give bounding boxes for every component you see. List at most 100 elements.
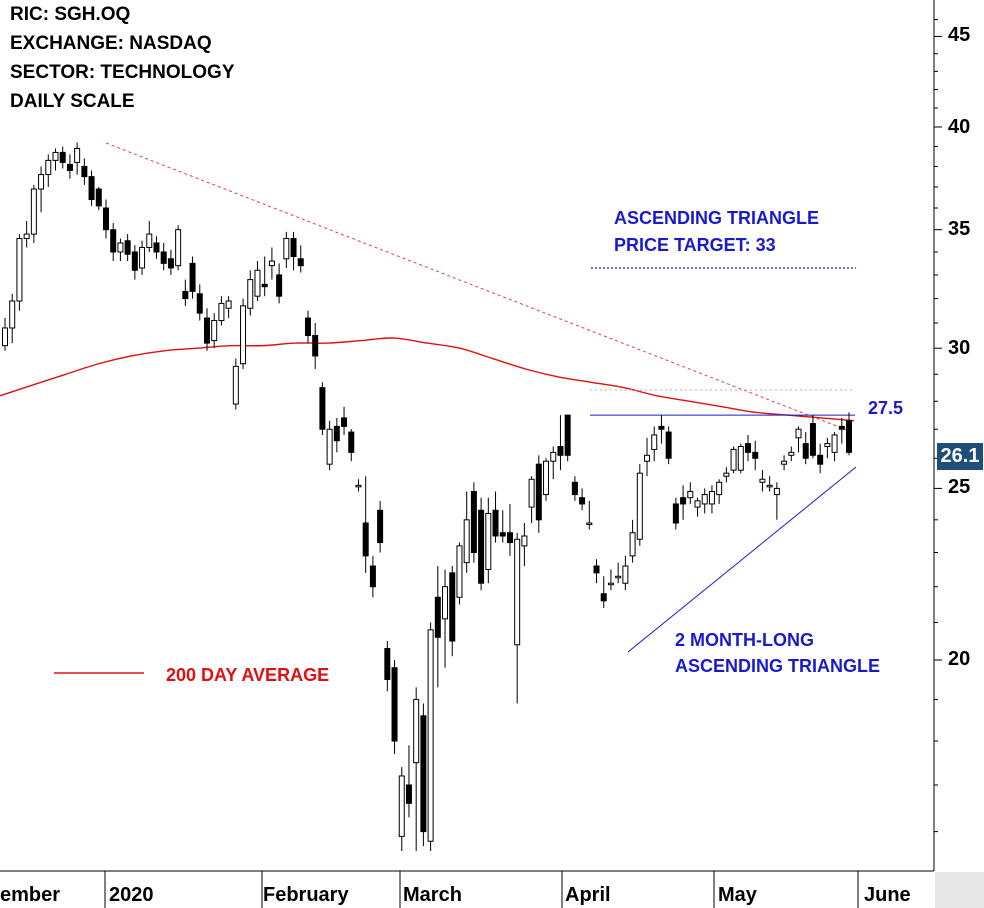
candle-body-down <box>672 503 679 524</box>
candle-body-up <box>737 446 744 471</box>
candle-body-down <box>124 240 131 255</box>
ma-legend-label: 200 DAY AVERAGE <box>166 665 330 685</box>
candle-body-up <box>651 434 658 450</box>
candle <box>268 247 275 280</box>
candle <box>644 437 651 477</box>
candle <box>247 270 254 316</box>
candle <box>16 234 23 311</box>
candle-body-down <box>110 229 117 253</box>
candle-body-up <box>644 454 651 462</box>
candle <box>297 245 304 273</box>
candle <box>607 569 614 591</box>
candle-body-down <box>319 387 326 430</box>
candle <box>514 532 521 704</box>
candle-body-down <box>449 572 456 642</box>
candle-body-up <box>607 582 614 586</box>
candle <box>680 485 687 520</box>
candle <box>600 576 607 608</box>
candle-body-up <box>766 484 773 488</box>
candle-body-down <box>341 417 348 427</box>
candle <box>492 491 499 543</box>
candle-body-up <box>463 519 470 564</box>
candle <box>30 184 37 243</box>
candle <box>521 523 528 567</box>
candle-body-down <box>362 522 369 557</box>
candle <box>254 261 261 301</box>
y-tick-40: 40 <box>948 116 971 138</box>
candle-body-up <box>723 472 730 477</box>
ascending-support-line <box>627 466 857 653</box>
candle-body-up <box>45 159 52 176</box>
candle <box>413 687 420 852</box>
target-annotation-line1: ASCENDING TRIANGLE <box>614 208 820 228</box>
candle-body-up <box>30 188 37 235</box>
candle <box>283 231 290 268</box>
candle-body-down <box>420 715 427 833</box>
candle-body-down <box>297 258 304 267</box>
candle-body-down <box>203 317 210 344</box>
candle <box>651 426 658 462</box>
candle <box>773 482 780 520</box>
candle <box>52 148 59 171</box>
candle <box>160 242 167 271</box>
candle <box>564 414 571 462</box>
candle-body-up <box>788 451 795 456</box>
ric-label: RIC: SGH.OQ <box>10 4 131 25</box>
pattern-lines-layer <box>105 142 857 653</box>
candle-body-down <box>182 290 189 300</box>
candle-body-up <box>139 246 146 269</box>
candle-body-down <box>492 509 499 537</box>
candle <box>730 446 737 474</box>
candle <box>543 458 550 501</box>
candle <box>470 482 477 563</box>
candle <box>369 555 376 598</box>
candle <box>550 446 557 480</box>
candle-body-up <box>831 434 838 453</box>
candle <box>240 298 247 369</box>
candle-body-up <box>716 481 723 496</box>
candle <box>117 238 124 262</box>
candle <box>571 476 578 501</box>
candle-body-down <box>846 420 852 453</box>
candle <box>81 158 88 185</box>
candle <box>175 225 182 271</box>
candle <box>88 170 95 206</box>
candle-body-down <box>59 151 66 163</box>
candle <box>384 641 391 692</box>
last-price-badge: 26.1 <box>937 443 983 470</box>
candle <box>362 476 369 573</box>
candle <box>788 446 795 462</box>
candle-body-down <box>838 425 845 430</box>
candle-body-up <box>629 532 636 557</box>
exchange-label: EXCHANGE: NASDAQ <box>10 33 212 54</box>
x-tick-april: April <box>565 884 611 906</box>
candle-body-down <box>593 565 600 574</box>
candle <box>745 434 752 462</box>
candle <box>312 323 319 369</box>
candle <box>124 234 131 262</box>
candle <box>795 426 802 453</box>
candle-body-up <box>708 490 715 505</box>
candle-body-down <box>81 165 88 178</box>
scale-label: DAILY SCALE <box>10 91 135 112</box>
candle-body-up <box>687 490 694 499</box>
candle-body-down <box>131 251 138 271</box>
candle <box>420 703 427 847</box>
candle-body-down <box>290 238 297 258</box>
sector-label: SECTOR: TECHNOLOGY <box>10 62 235 83</box>
candle <box>341 406 348 435</box>
candle <box>23 220 30 248</box>
candle <box>2 318 8 351</box>
y-tick-20: 20 <box>948 648 971 670</box>
candle-body-down <box>752 451 759 459</box>
candle <box>203 308 210 351</box>
candle <box>391 660 398 754</box>
candle-body-down <box>535 463 542 521</box>
candle <box>153 236 160 259</box>
candle-body-down <box>405 784 412 804</box>
candle <box>478 497 485 591</box>
candle-body-down <box>102 207 109 231</box>
candle <box>9 293 16 344</box>
